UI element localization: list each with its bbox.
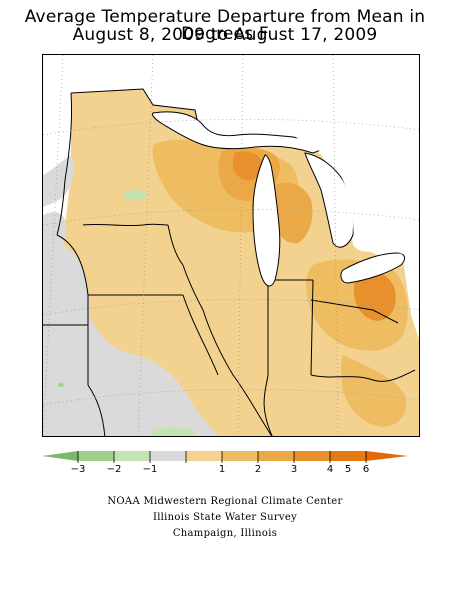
credit-location: Champaign, Illinois [172,528,278,539]
legend-tick-marks [77,451,367,463]
lake-superior [152,111,322,154]
legend-tick-label: 6 [362,464,370,475]
lake-michigan [252,154,281,287]
legend-tick-label: −3 [70,464,86,475]
green-spot-west [58,383,64,387]
legend-arrow-right [366,451,408,461]
legend-swatch [78,451,114,461]
lake-erie [340,252,406,284]
green-spot-south [151,427,195,436]
legend-swatch [222,451,258,461]
map-date-range: August 8, 2009 to August 17, 2009 [72,25,378,45]
gray-area-northwest [43,155,74,207]
green-spot-north [123,190,147,200]
legend-bar [42,451,408,463]
credit-survey: Illinois State Water Survey [152,512,298,523]
temperature-departure-map [42,54,420,437]
legend-tick-label: 2 [254,464,262,475]
hot-zone-core [233,151,264,181]
color-scale-legend: −3 −2 −1 1 2 3 4 5 6 [42,448,408,488]
legend-tick-label: 4 [326,464,334,475]
legend-tick-label: −1 [142,464,158,475]
legend-swatch [114,451,150,461]
legend-tick-label: 1 [218,464,226,475]
legend-swatch [150,451,186,461]
legend-swatch [186,451,222,461]
hot-zone-lower-michigan [271,182,313,244]
legend-swatch [330,451,366,461]
warm-zone-kentucky [341,355,407,427]
canada-area [288,55,419,264]
gray-area-west [43,212,220,436]
legend-arrow-left [42,451,78,461]
legend-tick-label: −2 [106,464,122,475]
legend-swatch [258,451,294,461]
credit-organization: NOAA Midwestern Regional Climate Center [107,496,343,507]
legend-swatch [294,451,330,461]
legend-tick-label: 5 [344,464,352,475]
legend-tick-label: 3 [290,464,298,475]
map-title: Average Temperature Departure from Mean … [24,7,426,44]
lake-huron [304,152,354,248]
